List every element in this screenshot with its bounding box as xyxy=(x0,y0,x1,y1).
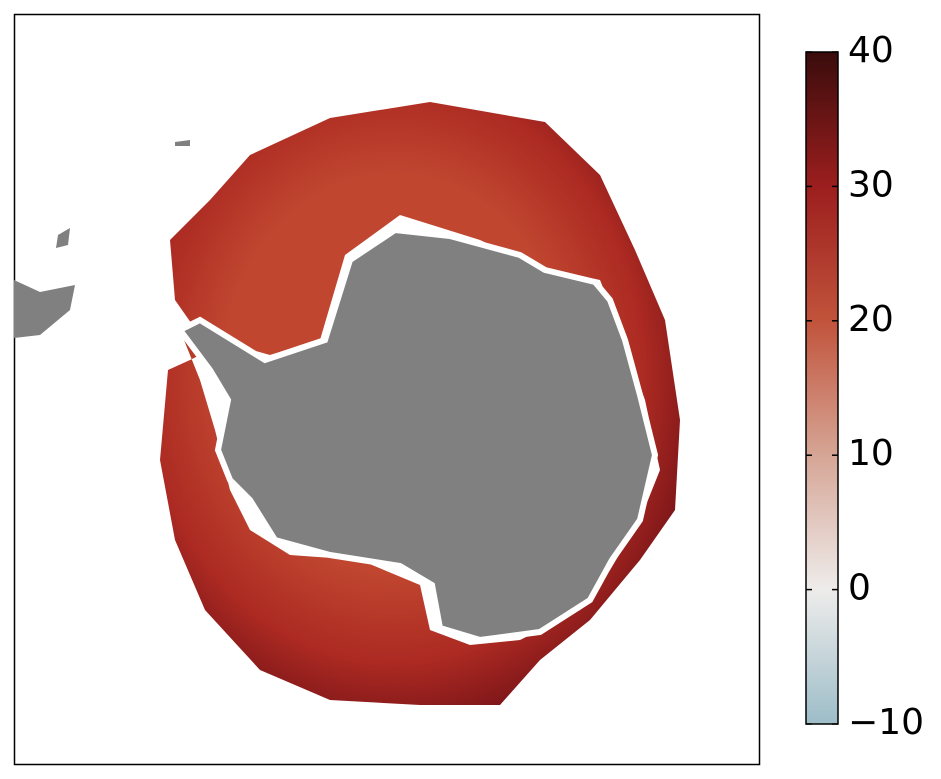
colorbar xyxy=(805,51,839,725)
colorbar-tick-label: −10 xyxy=(848,702,924,743)
island xyxy=(56,228,70,248)
south-america-tip xyxy=(14,280,75,338)
colorbar-tick-label: 0 xyxy=(848,568,871,609)
colorbar-tick-label: 10 xyxy=(848,433,894,474)
sea-ice-field xyxy=(160,102,680,705)
colorbar-tick-label: 30 xyxy=(848,164,894,205)
colorbar-tick-label: 40 xyxy=(848,30,894,71)
colorbar-tick-label: 20 xyxy=(848,299,894,340)
antarctica xyxy=(175,226,659,644)
island xyxy=(175,140,190,146)
